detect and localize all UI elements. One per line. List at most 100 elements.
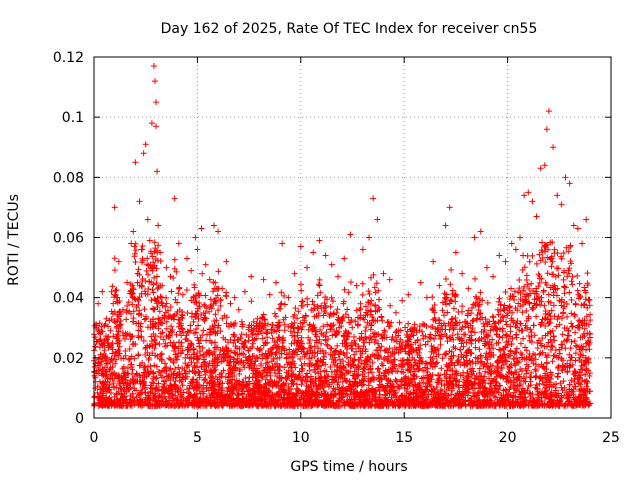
data-point-bg (249, 337, 256, 344)
data-point-bg (481, 342, 488, 349)
data-point-bg (139, 283, 146, 290)
data-point-bg (178, 343, 185, 350)
data-point-bg (285, 359, 292, 366)
data-point-bg (95, 366, 102, 373)
data-point-bg (457, 402, 464, 409)
data-point-bg (344, 306, 351, 313)
data-point-bg (338, 369, 345, 376)
data-point-bg (444, 309, 451, 316)
data-point-bg (303, 383, 310, 390)
data-point-bg (451, 375, 458, 382)
data-point-bg (201, 376, 208, 383)
data-point-bg (517, 350, 524, 357)
data-point-bg (563, 244, 570, 251)
data-point-bg (331, 328, 338, 335)
data-point-bg (212, 387, 219, 394)
data-point-bg (117, 322, 124, 329)
data-point-bg (454, 334, 461, 341)
data-point-bg (110, 380, 117, 387)
data-point-bg (459, 303, 466, 310)
data-point-bg (346, 384, 353, 391)
data-point-bg (408, 379, 415, 386)
data-point-bg (267, 394, 274, 401)
data-point-bg (317, 326, 324, 333)
data-point-bg (519, 327, 526, 334)
data-point-bg (142, 399, 149, 406)
data-point-bg (426, 334, 433, 341)
data-point-bg (564, 368, 571, 375)
data-point-bg (305, 326, 312, 333)
data-point-bg (521, 298, 528, 305)
data-point-bg (187, 322, 194, 329)
data-point-bg (182, 370, 189, 377)
data-point-bg (511, 288, 518, 295)
data-point-bg (550, 381, 557, 388)
data-point-bg (253, 354, 260, 361)
data-point-bg (499, 313, 506, 320)
data-point-bg (478, 358, 485, 365)
data-point-bg (369, 395, 376, 402)
data-point-bg (124, 365, 131, 372)
data-point-bg (389, 398, 396, 405)
data-point-bg (281, 321, 288, 328)
data-point-bg (500, 314, 507, 321)
data-point-bg (207, 296, 214, 303)
data-point-bg (269, 321, 276, 328)
data-point-bg (154, 295, 161, 302)
data-point-bg (381, 355, 388, 362)
data-point-bg (542, 374, 549, 381)
data-point-bg (517, 391, 524, 398)
data-point-bg (586, 296, 593, 303)
data-point-bg (509, 398, 516, 405)
data-point-bg (228, 370, 235, 377)
data-point-bg (569, 323, 576, 330)
data-point-bg (315, 310, 322, 317)
data-point-bg (298, 362, 305, 369)
data-point-bg (160, 336, 167, 343)
data-point-bg (410, 365, 417, 372)
data-point-bg (162, 388, 169, 395)
data-point-bg (417, 342, 424, 349)
data-point-bg (447, 357, 454, 364)
data-point-bg (214, 354, 221, 361)
data-point-bg (330, 401, 337, 408)
data-point-bg (105, 333, 112, 340)
data-point-bg (428, 342, 435, 349)
data-point-bg (463, 375, 470, 382)
data-point-bg (392, 368, 399, 375)
data-point-bg (215, 268, 222, 275)
data-point-bg (202, 315, 209, 322)
data-point-bg (480, 402, 487, 409)
data-point-bg (317, 374, 324, 381)
data-point-bg (308, 385, 315, 392)
data-point-bg (176, 371, 183, 378)
data-point-bg (363, 386, 370, 393)
data-point-bg (209, 391, 216, 398)
data-point-bg (182, 354, 189, 361)
data-point-bg (365, 370, 372, 377)
data-point-bg (533, 381, 540, 388)
data-point-bg (97, 351, 104, 358)
data-point-bg (362, 303, 369, 310)
data-point-bg (279, 385, 286, 392)
data-point-bg (398, 376, 405, 383)
data-point-bg (342, 378, 349, 385)
data-point-bg (115, 332, 122, 339)
data-point-bg (507, 292, 514, 299)
data-point-bg (209, 360, 216, 367)
data-point-bg (279, 336, 286, 343)
data-point-bg (135, 327, 142, 334)
data-point-bg (256, 323, 263, 330)
data-point-bg (496, 346, 503, 353)
data-point-bg (108, 316, 115, 323)
data-point-bg (186, 355, 193, 362)
data-point-bg (275, 366, 282, 373)
data-point-bg (139, 376, 146, 383)
data-point-bg (149, 390, 156, 397)
data-point-bg (429, 294, 436, 301)
data-point-bg (179, 326, 186, 333)
data-point-bg (121, 335, 128, 342)
data-point-bg (431, 315, 438, 322)
data-point-bg (549, 343, 556, 350)
data-point-bg (453, 370, 460, 377)
